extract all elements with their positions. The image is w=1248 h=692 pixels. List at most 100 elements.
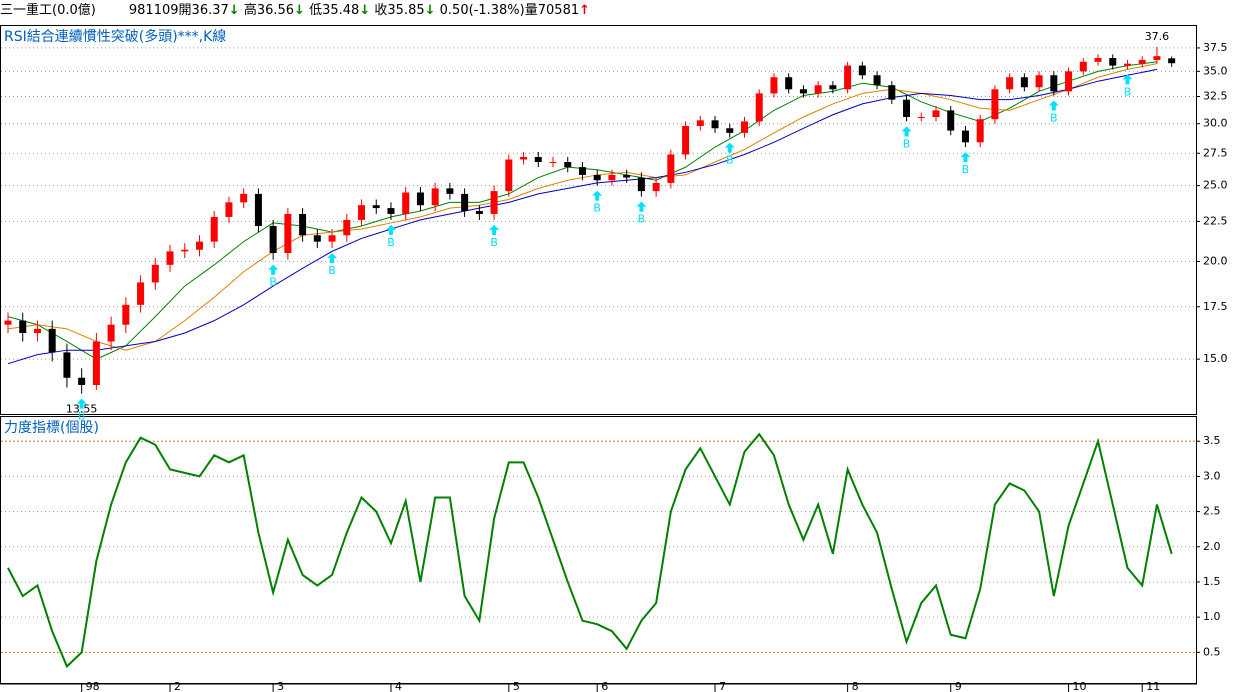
x-tick-label: 4 — [395, 680, 402, 692]
buy-signal — [592, 190, 603, 201]
date: 981109 — [128, 3, 179, 18]
candle-body — [416, 192, 424, 206]
signal-label: B — [962, 163, 970, 176]
x-tick-label: 11 — [1146, 680, 1160, 692]
candle-body — [903, 99, 911, 117]
candle-body — [343, 219, 351, 236]
panel-title: 力度指標(個股) — [4, 420, 99, 436]
buy-signal — [327, 253, 338, 264]
signal-label: B — [726, 154, 734, 167]
candle-body — [888, 85, 896, 100]
buy-signal — [1048, 100, 1059, 111]
candle-body — [1065, 71, 1073, 92]
x-tick-label: 98 — [86, 680, 100, 692]
arrow: ↓ — [228, 3, 240, 18]
label: 高 — [243, 3, 257, 18]
candle-body — [210, 216, 218, 242]
x-tick-label: 5 — [513, 680, 520, 692]
candle-body — [446, 188, 454, 194]
candle-body — [608, 174, 616, 181]
low-label: 13.55 — [66, 403, 98, 416]
header: 三一重工(0.0億) 981109開36.37↓ 高36.56↓ 低35.48↓… — [0, 0, 1248, 24]
y-tick-label: 27.5 — [1203, 146, 1228, 159]
close: 35.85 — [387, 3, 425, 18]
stock-name: 三一重工(0.0億) — [0, 3, 96, 18]
x-tick-label: 3 — [277, 680, 284, 692]
candle-body — [755, 93, 763, 122]
candle-body — [991, 89, 999, 120]
label: 開 — [178, 3, 192, 18]
buy-signal — [385, 224, 396, 235]
candle-body — [1168, 58, 1176, 64]
candle-body — [741, 121, 748, 133]
candle-body — [1138, 59, 1146, 64]
lower-frame — [0, 416, 1197, 684]
candle-body — [181, 249, 189, 252]
candle-body — [549, 162, 557, 164]
candle-body — [520, 156, 528, 160]
candle-body — [225, 202, 233, 217]
candle-body — [269, 225, 277, 254]
candle-body — [1020, 77, 1028, 88]
signal-label: B — [1124, 85, 1132, 98]
moving-average — [7, 68, 1158, 365]
low: 35.48 — [322, 3, 360, 18]
signal-label: B — [1050, 111, 1058, 124]
candle-body — [1094, 58, 1102, 62]
panel-title: RSI結合連續慣性突破(多頭)***,K線 — [4, 28, 226, 45]
candle-body — [166, 251, 174, 265]
x-tick-label: 9 — [955, 680, 962, 692]
candle-body — [4, 320, 12, 325]
candle-body — [19, 320, 27, 333]
y-tick-label: 0.5 — [1203, 645, 1221, 658]
x-tick-label: 2 — [174, 680, 181, 692]
candle-body — [431, 188, 439, 206]
candle-body — [1035, 75, 1043, 88]
candle-body — [873, 75, 881, 86]
candle-body — [711, 120, 719, 129]
y-tick-label: 25.0 — [1203, 179, 1228, 192]
moving-average — [7, 63, 1158, 351]
y-tick-label: 15.0 — [1203, 352, 1228, 365]
signal-label: B — [78, 410, 86, 423]
candle-body — [299, 213, 307, 236]
moving-average — [7, 61, 1158, 360]
candle-body — [785, 77, 793, 90]
candle-body — [490, 191, 498, 214]
candle-body — [1153, 56, 1161, 60]
candle-body — [637, 177, 645, 192]
candle-body — [578, 167, 586, 175]
high-label: 37.6 — [1145, 30, 1170, 43]
signal-label: B — [490, 236, 498, 249]
arrow: ↓ — [424, 3, 436, 18]
arrow: ↑ — [579, 3, 591, 18]
signal-label: B — [903, 137, 911, 150]
change: 0.50(-1.38%) — [439, 3, 525, 18]
buy-signal — [1122, 74, 1133, 85]
x-tick-label: 8 — [852, 680, 859, 692]
candle-body — [652, 182, 660, 192]
x-tick-label: 10 — [1073, 680, 1087, 692]
high: 36.56 — [256, 3, 295, 18]
candle-body — [358, 205, 366, 220]
candle-body — [564, 162, 572, 168]
candle-body — [240, 193, 248, 203]
volume: 70581 — [537, 3, 580, 18]
candle-body — [682, 125, 690, 155]
candle-body — [505, 159, 513, 192]
arrow: ↓ — [359, 3, 371, 18]
candle-body — [961, 130, 969, 143]
candle-body — [770, 77, 778, 94]
y-tick-label: 17.5 — [1203, 300, 1228, 313]
candle-body — [137, 282, 145, 305]
candle-body — [475, 211, 483, 214]
candle-body — [92, 341, 100, 385]
candle-body — [151, 264, 159, 283]
candle-body — [372, 205, 380, 209]
candle-body — [107, 324, 115, 342]
y-tick-label: 3.5 — [1203, 434, 1221, 447]
candle-body — [844, 65, 852, 90]
y-tick-label: 3.0 — [1203, 469, 1221, 482]
